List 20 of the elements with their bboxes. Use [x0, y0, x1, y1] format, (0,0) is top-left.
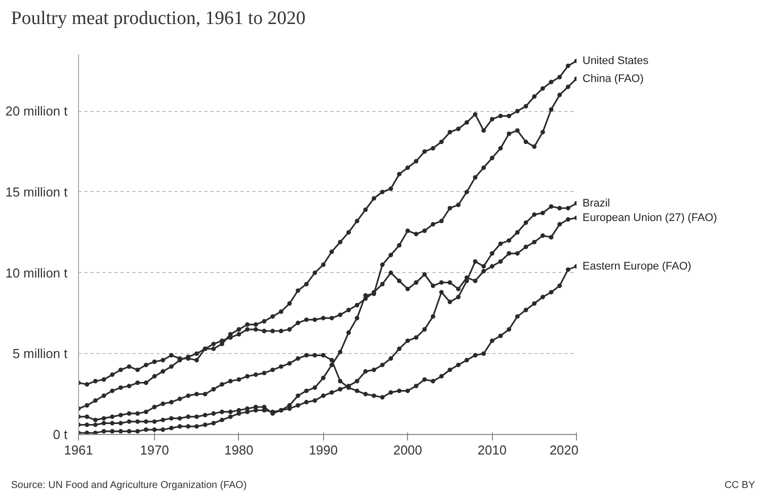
y-tick-label: 10 million t	[5, 265, 68, 280]
chart-title: Poultry meat production, 1961 to 2020	[11, 7, 306, 31]
y-tick-label: 0 t	[53, 427, 68, 442]
x-tick-label: 1990	[308, 442, 338, 458]
x-tick-label: 1970	[140, 442, 169, 458]
y-tick-label: 15 million t	[5, 184, 68, 200]
x-tick-label: 2020	[550, 442, 578, 458]
series-label: China (FAO)	[582, 72, 644, 85]
y-tick-label: 5 million t	[12, 346, 68, 362]
series-label: European Union (27) (FAO)	[582, 212, 718, 224]
series-label: United States	[582, 54, 650, 67]
x-tick-label: 2000	[393, 442, 422, 458]
y-tick-label: 20 million t	[5, 104, 68, 119]
x-tick-label: 2010	[478, 442, 507, 458]
text: CC BY	[724, 479, 755, 493]
series-label: Brazil	[582, 197, 610, 210]
source-note: Source: UN Food and Agriculture Organization (FAO)	[11, 479, 247, 493]
x-tick-label: 1961	[64, 442, 93, 458]
x-tick-label: 1980	[224, 442, 254, 458]
series-label: Eastern Europe (FAO)	[582, 260, 692, 272]
